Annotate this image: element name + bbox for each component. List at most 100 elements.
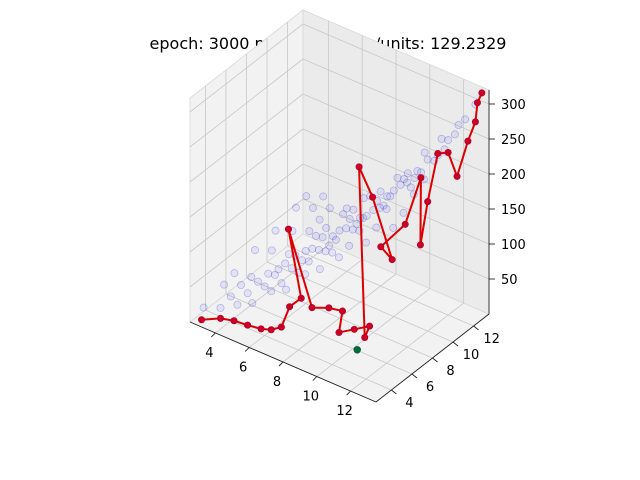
- path-point: [377, 243, 385, 251]
- cloud-point: [247, 272, 256, 281]
- path-point: [350, 325, 358, 333]
- cloud-point: [372, 223, 381, 232]
- path-point: [434, 149, 442, 157]
- path-point: [478, 89, 486, 97]
- cloud-point: [450, 130, 459, 139]
- z-grid-line-left: [189, 23, 304, 113]
- path-point: [308, 304, 316, 312]
- path-point: [355, 163, 363, 171]
- cloud-point: [328, 248, 337, 257]
- z-tick-label: 250: [501, 133, 526, 148]
- path-point: [366, 322, 374, 330]
- cloud-point: [331, 235, 340, 244]
- cloud-point: [389, 186, 398, 195]
- z-grid-line-back: [302, 23, 490, 105]
- y-grid-line-floor: [287, 245, 474, 327]
- cloud-series: [199, 100, 480, 312]
- cloud-point: [423, 155, 432, 164]
- path-point: [325, 304, 333, 312]
- cloud-point: [315, 215, 324, 224]
- cloud-point: [345, 241, 354, 250]
- cloud-point: [400, 175, 409, 183]
- path-point: [424, 198, 432, 206]
- z-grid-line-left: [189, 93, 304, 183]
- y-grid-line-floor: [225, 293, 413, 375]
- x-tick-label: 6: [239, 360, 247, 375]
- y-grid-line-floor: [246, 277, 433, 359]
- cloud-point: [325, 204, 334, 213]
- cloud-point: [393, 173, 402, 182]
- path-point: [388, 256, 396, 264]
- cloud-point: [274, 265, 283, 274]
- y-tick-label: 12: [483, 332, 500, 347]
- x-tick-mark: [244, 347, 250, 352]
- cloud-point: [312, 232, 320, 240]
- cloud-point: [349, 205, 358, 214]
- path-point: [338, 307, 346, 315]
- x-tick-label: 8: [273, 375, 281, 390]
- cloud-point: [386, 192, 395, 201]
- cloud-point: [315, 265, 324, 274]
- cloud-point: [277, 279, 286, 288]
- cloud-point: [264, 269, 273, 278]
- x-tick-mark: [312, 376, 318, 381]
- path-point: [473, 99, 481, 107]
- target-series: [353, 346, 361, 354]
- y-grid-line-floor: [266, 261, 454, 343]
- cloud-point: [226, 292, 235, 301]
- cloud-point: [254, 277, 262, 286]
- cloud-point: [321, 247, 330, 256]
- path-point: [444, 148, 452, 156]
- cloud-point: [345, 215, 354, 223]
- z-grid-line-back: [302, 128, 490, 210]
- cloud-point: [348, 225, 357, 234]
- path-point: [198, 316, 206, 324]
- cloud-point: [318, 233, 327, 242]
- cloud-point: [437, 134, 446, 143]
- cloud-point: [305, 227, 314, 236]
- x-tick-mark: [278, 361, 284, 367]
- cloud-point: [328, 232, 337, 241]
- cloud-point: [251, 246, 259, 255]
- cloud-point: [260, 282, 269, 291]
- path-point: [471, 118, 479, 126]
- z-tick-label: 200: [501, 168, 526, 183]
- cloud-point: [379, 201, 388, 210]
- path-point: [217, 314, 225, 322]
- path-point: [284, 225, 292, 233]
- cloud-point: [396, 180, 405, 189]
- y-tick-label: 4: [405, 396, 413, 411]
- cloud-point: [461, 115, 470, 124]
- cloud-point: [410, 174, 419, 182]
- cloud-point: [454, 121, 463, 130]
- cloud-point: [302, 192, 311, 201]
- cloud-point: [383, 192, 392, 201]
- cloud-point: [444, 136, 453, 145]
- cloud-point: [220, 280, 229, 289]
- path-series: [198, 89, 486, 342]
- z-tick-label: 100: [501, 238, 526, 253]
- y-tick-label: 8: [446, 364, 454, 379]
- cloud-point: [362, 238, 370, 247]
- y-tick-mark: [391, 389, 397, 395]
- path-point: [277, 323, 285, 331]
- cloud-point: [342, 224, 351, 233]
- z-grid-line-back: [302, 93, 490, 175]
- y-tick-label: 10: [463, 348, 480, 363]
- y-tick-mark: [432, 357, 438, 363]
- y-tick-mark: [411, 373, 418, 379]
- cloud-point: [243, 289, 252, 298]
- path-point: [369, 193, 377, 201]
- path-point: [297, 294, 305, 302]
- cloud-point: [319, 192, 328, 201]
- z-grid-line-left: [189, 198, 304, 288]
- z-grid-line-back: [302, 163, 490, 245]
- cloud-point: [233, 300, 242, 309]
- cloud-point: [342, 204, 351, 213]
- x-tick-label: 4: [205, 346, 213, 361]
- cloud-point: [352, 219, 361, 228]
- path-point: [286, 303, 294, 311]
- x-tick-label: 12: [336, 404, 353, 419]
- cloud-point: [315, 246, 323, 254]
